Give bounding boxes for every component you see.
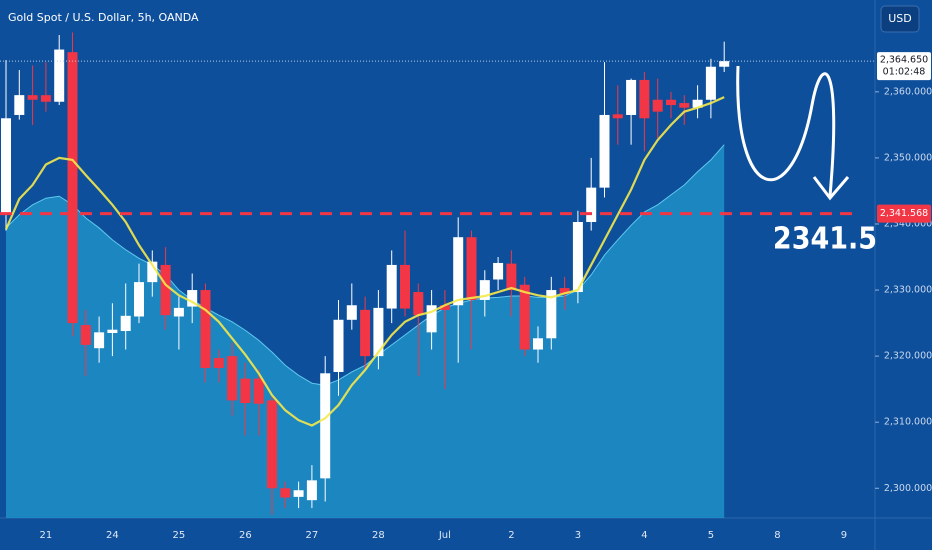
candle-body bbox=[67, 52, 78, 324]
x-tick-label: 25 bbox=[173, 530, 186, 541]
price-label: 2,364.650 bbox=[880, 55, 928, 66]
candle-body bbox=[267, 400, 277, 489]
candle-body bbox=[612, 114, 623, 119]
candle-body bbox=[373, 307, 384, 357]
annotation: 2341.5 bbox=[773, 222, 877, 257]
y-tick-label: 2,350.000 bbox=[884, 152, 932, 163]
candle-body bbox=[306, 480, 317, 501]
x-tick-label: 4 bbox=[641, 530, 647, 541]
candle-body bbox=[213, 358, 224, 369]
forecast-arrowhead bbox=[812, 176, 850, 201]
candle-body bbox=[466, 237, 477, 300]
currency-button[interactable] bbox=[880, 5, 920, 33]
candle-body bbox=[160, 264, 171, 316]
x-tick-label: 26 bbox=[239, 530, 252, 541]
candle-body bbox=[1, 118, 11, 215]
candle-body bbox=[293, 490, 304, 497]
candle-body bbox=[27, 95, 38, 100]
level-label: 2,341.568 bbox=[880, 208, 928, 219]
area bbox=[6, 144, 725, 519]
candle-body bbox=[692, 99, 703, 108]
candle-body bbox=[240, 378, 251, 404]
candle-body bbox=[546, 290, 557, 339]
x-tick-label: 9 bbox=[841, 530, 847, 541]
candle-body bbox=[107, 329, 118, 333]
candle-body bbox=[320, 373, 331, 479]
candle-body bbox=[652, 99, 663, 112]
candle-body bbox=[572, 222, 583, 293]
candle-body bbox=[626, 79, 637, 115]
candle-body bbox=[413, 292, 424, 316]
candle-body bbox=[173, 307, 184, 317]
candle-body bbox=[280, 488, 291, 498]
y-tick-label: 2,320.000 bbox=[884, 351, 932, 362]
x-tick-label: 2 bbox=[508, 530, 514, 541]
candle-body bbox=[586, 187, 597, 222]
x-tick-label: 8 bbox=[774, 530, 780, 541]
candle-body bbox=[14, 95, 25, 115]
candle-body bbox=[40, 95, 51, 102]
moving-average bbox=[4, 96, 725, 427]
candle-body bbox=[227, 356, 238, 401]
candle-body bbox=[94, 332, 105, 349]
candle-body bbox=[519, 284, 530, 350]
forecast-arrow bbox=[736, 65, 836, 197]
x-tick-label: 24 bbox=[106, 530, 119, 541]
y-tick-label: 2,360.000 bbox=[884, 86, 932, 97]
candle-body bbox=[559, 288, 570, 295]
candle-body bbox=[599, 114, 610, 188]
currency-label[interactable]: USD bbox=[888, 12, 912, 25]
y-tick-label: 2,330.000 bbox=[884, 285, 932, 296]
candle-body bbox=[479, 280, 490, 300]
candle-body bbox=[453, 237, 464, 306]
candle-body bbox=[400, 264, 410, 309]
x-tick-label: 27 bbox=[306, 530, 319, 541]
candle-body bbox=[120, 315, 131, 332]
y-tick-label: 2,300.000 bbox=[884, 483, 932, 494]
candle-body bbox=[54, 49, 65, 102]
y-tick-label: 2,340.000 bbox=[884, 218, 932, 229]
candle-body bbox=[134, 282, 144, 317]
candle-body bbox=[533, 338, 543, 350]
candle-body bbox=[386, 264, 397, 309]
chart-title: Gold Spot / U.S. Dollar, 5h, OANDA bbox=[8, 11, 199, 24]
x-tick-label: Jul bbox=[438, 530, 451, 541]
candle-body bbox=[346, 305, 357, 320]
candle-body bbox=[426, 305, 437, 333]
candle-body bbox=[200, 290, 211, 369]
candle-body bbox=[253, 378, 264, 404]
candle-body bbox=[147, 261, 158, 283]
candle-body bbox=[493, 262, 504, 280]
price-timer: 01:02:48 bbox=[883, 67, 926, 78]
candle-body bbox=[719, 61, 730, 67]
candle-body bbox=[506, 263, 517, 291]
candle-body bbox=[187, 290, 198, 307]
x-tick-label: 5 bbox=[708, 530, 714, 541]
candle-body bbox=[666, 99, 676, 106]
candle-body bbox=[333, 319, 344, 372]
x-tick-label: 3 bbox=[575, 530, 581, 541]
candle-body bbox=[639, 79, 650, 119]
candle-body bbox=[360, 309, 371, 357]
candle-body bbox=[439, 305, 450, 310]
y-tick-label: 2,310.000 bbox=[884, 417, 932, 428]
x-tick-label: 21 bbox=[40, 530, 53, 541]
price-label-box bbox=[877, 52, 931, 81]
candle-body bbox=[80, 325, 91, 345]
x-tick-label: 28 bbox=[372, 530, 385, 541]
candle-body bbox=[679, 103, 690, 108]
level-label-box bbox=[877, 204, 931, 223]
candle-body bbox=[705, 66, 716, 100]
